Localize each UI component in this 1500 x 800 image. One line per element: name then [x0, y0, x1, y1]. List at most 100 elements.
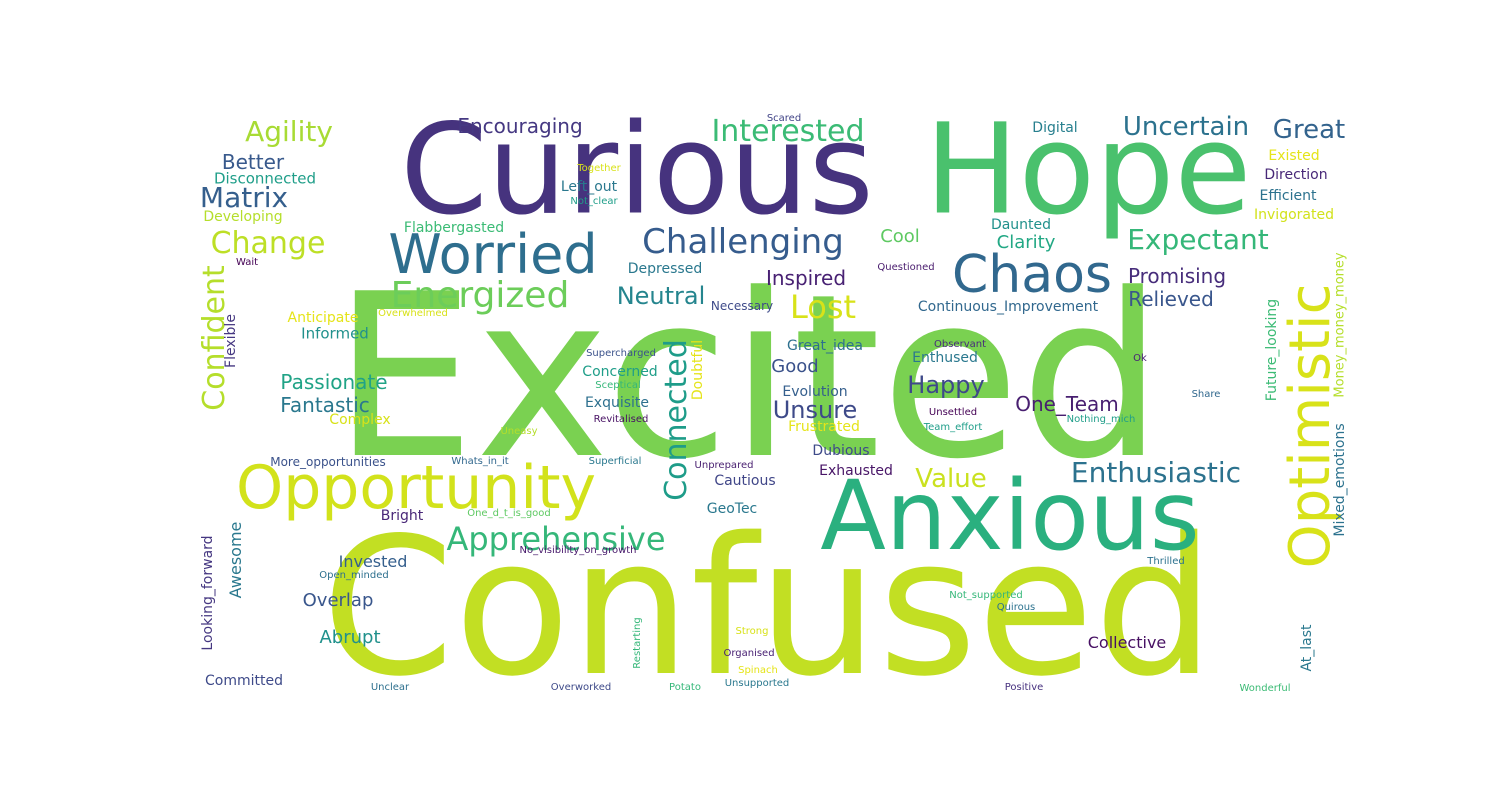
word-open-minded: Open_minded — [319, 570, 389, 581]
word-exhausted: Exhausted — [819, 463, 893, 479]
word-chaos: Chaos — [951, 245, 1113, 305]
word-evolution: Evolution — [782, 384, 848, 400]
word-nothing-mich: Nothing_mich — [1066, 414, 1136, 425]
word-hope: Hope — [924, 97, 1252, 243]
word-overworked: Overworked — [550, 682, 612, 693]
word-observant: Observant — [934, 339, 986, 350]
word-disconnected: Disconnected — [213, 169, 317, 188]
word-abrupt: Abrupt — [319, 627, 381, 648]
word-geotec: GeoTec — [706, 501, 758, 517]
word-enthusiastic: Enthusiastic — [1070, 456, 1242, 489]
word-superficial: Superficial — [588, 456, 642, 467]
word-not-clear: Not_clear — [570, 196, 618, 207]
word-anxious: Anxious — [820, 460, 1200, 572]
word-cautious: Cautious — [714, 473, 776, 489]
word-cool: Cool — [880, 226, 920, 247]
word-depressed: Depressed — [627, 261, 703, 277]
word-existed: Existed — [1268, 148, 1320, 164]
word-not-supported: Not_supported — [949, 590, 1023, 601]
word-great-idea: Great_idea — [787, 338, 863, 354]
word-future-looking: Future_looking — [1264, 298, 1280, 402]
word-one-d-t-is-good: One_d_t_is_good — [467, 508, 551, 519]
word-doubtful: Doubtful — [690, 339, 706, 401]
word-unsure: Unsure — [772, 396, 858, 424]
word-one-team: One_Team — [1015, 392, 1119, 416]
word-money-money-money: Money_money_money — [1332, 252, 1348, 398]
word-dubious: Dubious — [812, 443, 870, 459]
word-passionate: Passionate — [280, 370, 388, 394]
word-matrix: Matrix — [199, 181, 289, 214]
word-wonderful: Wonderful — [1239, 683, 1291, 694]
word-fantastic: Fantastic — [280, 393, 370, 417]
word-connected: Connected — [659, 339, 694, 501]
word-agility: Agility — [245, 115, 333, 148]
word-continuous-improvement: Continuous_Improvement — [917, 299, 1099, 315]
word-great: Great — [1272, 115, 1346, 145]
word-together: Together — [577, 163, 621, 174]
word-enthused: Enthused — [912, 350, 978, 366]
word-change: Change — [210, 226, 326, 261]
word-flabbergasted: Flabbergasted — [403, 220, 505, 236]
word-inspired: Inspired — [765, 266, 847, 290]
word-frustrated: Frustrated — [788, 419, 860, 435]
word-worried: Worried — [388, 223, 598, 286]
word-efficient: Efficient — [1259, 188, 1317, 204]
word-apprehensive: Apprehensive — [446, 520, 666, 558]
word-wait: Wait — [235, 257, 259, 268]
word-spinach: Spinach — [738, 665, 778, 676]
word-awesome: Awesome — [226, 521, 245, 599]
word-flexible: Flexible — [223, 314, 239, 368]
word-overwhelmed: Overwhelmed — [378, 308, 448, 319]
word-unsupported: Unsupported — [724, 678, 790, 689]
word-restarting: Restarting — [632, 617, 643, 669]
word-promising: Promising — [1127, 264, 1227, 288]
word-strong: Strong — [735, 626, 769, 637]
word-invested: Invested — [338, 552, 408, 571]
word-ok: Ok — [1133, 353, 1147, 364]
word-more-opportunities: More_opportunities — [270, 455, 386, 469]
word-excited: Excited — [332, 246, 1164, 509]
word-questioned: Questioned — [877, 262, 935, 273]
word-collective: Collective — [1087, 633, 1167, 652]
word-developing: Developing — [203, 209, 283, 225]
word-overlap: Overlap — [302, 590, 374, 611]
word-interested: Interested — [711, 114, 865, 149]
word-invigorated: Invigorated — [1254, 207, 1334, 223]
word-at-last: At_last — [1299, 624, 1315, 672]
word-anticipate: Anticipate — [287, 310, 359, 326]
word-challenging: Challenging — [642, 222, 844, 262]
word-no-visibility-on-growth: No_visibility_on_growth — [519, 545, 637, 556]
word-exquisite: Exquisite — [584, 395, 650, 411]
word-confused: Confused — [321, 497, 1215, 718]
word-organised: Organised — [723, 648, 775, 659]
word-uneasy: Uneasy — [500, 426, 538, 437]
word-concerned: Concerned — [582, 364, 658, 380]
word-looking-forward: Looking_forward — [200, 535, 216, 651]
word-expectant: Expectant — [1127, 223, 1269, 256]
word-happy: Happy — [907, 371, 985, 399]
word-quirous: Quirous — [996, 602, 1036, 613]
word-value: Value — [915, 464, 987, 494]
word-sceptical: Sceptical — [595, 380, 641, 391]
word-share: Share — [1191, 389, 1221, 400]
word-positive: Positive — [1004, 682, 1044, 693]
word-unprepared: Unprepared — [694, 460, 754, 471]
word-unclear: Unclear — [370, 682, 410, 693]
word-optimistic: Optimistic — [1278, 283, 1343, 569]
word-necessary: Necessary — [710, 299, 774, 313]
word-revitalised: Revitalised — [593, 414, 649, 425]
word-uncertain: Uncertain — [1122, 112, 1250, 142]
word-direction: Direction — [1264, 167, 1328, 183]
word-encouraging: Encouraging — [457, 114, 583, 138]
word-energized: Energized — [390, 275, 570, 316]
word-supercharged: Supercharged — [586, 348, 656, 359]
word-clarity: Clarity — [996, 232, 1056, 253]
word-digital: Digital — [1032, 120, 1078, 136]
word-committed: Committed — [205, 673, 283, 689]
word-unsettled: Unsettled — [928, 407, 978, 418]
word-left-out: Left_out — [560, 179, 618, 195]
word-good: Good — [771, 356, 819, 377]
word-complex: Complex — [329, 412, 391, 428]
word-informed: Informed — [301, 324, 369, 343]
